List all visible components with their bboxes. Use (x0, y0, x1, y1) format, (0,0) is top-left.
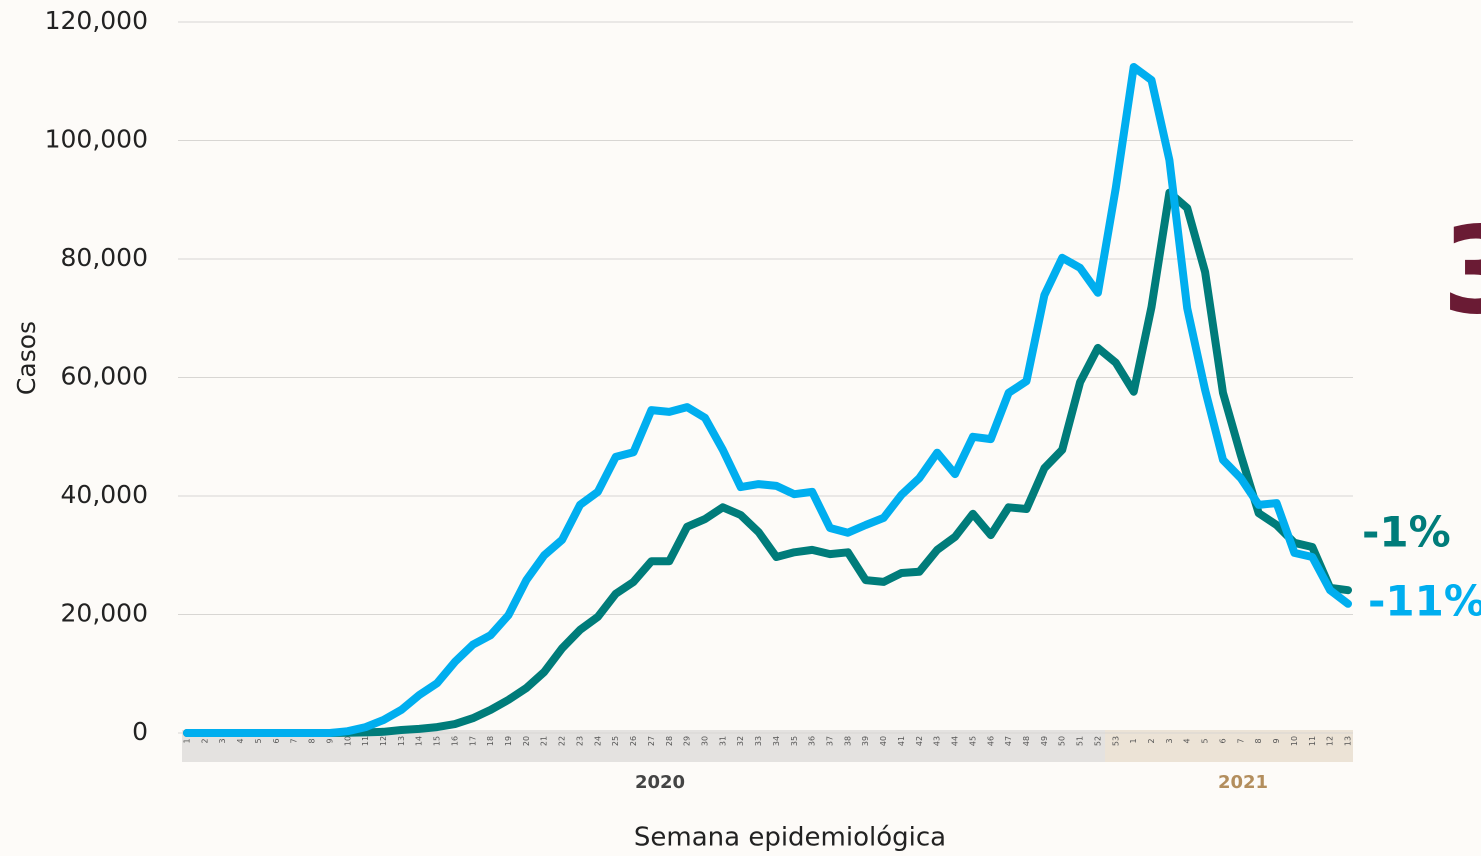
x-tick-label: 33 (754, 736, 763, 746)
y-tick-label: 100,000 (45, 125, 148, 154)
side-text: 3 (1442, 203, 1481, 342)
x-tick-label: 28 (665, 736, 674, 746)
x-tick-label: 45 (968, 736, 977, 746)
x-tick-label: 1 (183, 738, 192, 743)
x-tick-label: 32 (736, 736, 745, 746)
x-tick-label: 35 (790, 736, 799, 746)
x-tick-label: 43 (933, 736, 942, 746)
x-tick-label: 13 (397, 736, 406, 746)
x-tick-label: 44 (951, 736, 960, 746)
x-tick-label: 21 (540, 736, 549, 746)
x-tick-label: 42 (915, 736, 924, 746)
x-tick-label: 5 (1201, 738, 1210, 743)
x-tick-label: 11 (361, 736, 370, 746)
period-label: 2021 (1218, 772, 1268, 793)
x-tick-label: 6 (272, 738, 281, 743)
chart: Casos Semana epidemiológica 2020 2021 -1… (0, 0, 1481, 856)
x-tick-label: 15 (433, 736, 442, 746)
x-tick-label: 11 (1308, 736, 1317, 746)
x-tick-label: 5 (254, 738, 263, 743)
x-tick-label: 47 (1004, 736, 1013, 746)
x-tick-label: 8 (1254, 738, 1263, 743)
y-tick-label: 40,000 (61, 480, 148, 509)
x-axis-label: Semana epidemiológica (634, 823, 946, 853)
x-tick-label: 49 (1040, 736, 1049, 746)
x-tick-label: 6 (1218, 738, 1227, 743)
x-tick-label: 51 (1076, 736, 1085, 746)
x-tick-label: 9 (325, 738, 334, 743)
y-tick-label: 80,000 (61, 243, 148, 272)
period-label: 2020 (635, 772, 685, 793)
x-tick-label: 38 (843, 736, 852, 746)
x-tick-label: 13 (1344, 736, 1353, 746)
x-tick-label: 37 (826, 736, 835, 746)
x-tick-label: 7 (1236, 738, 1245, 743)
x-tick-label: 19 (504, 736, 513, 746)
x-tick-label: 4 (236, 738, 245, 743)
x-tick-label: 39 (861, 736, 870, 746)
x-tick-label: 20 (522, 736, 531, 746)
x-tick-label: 25 (611, 736, 620, 746)
change-label: -11% (1368, 577, 1481, 626)
x-tick-label: 2 (200, 738, 209, 743)
x-tick-label: 12 (1326, 736, 1335, 746)
change-label: -1% (1362, 508, 1451, 557)
x-tick-label: 27 (647, 736, 656, 746)
x-tick-label: 24 (593, 736, 602, 746)
x-tick-label: 12 (379, 736, 388, 746)
x-tick-label: 46 (986, 736, 995, 746)
x-tick-label: 34 (772, 736, 781, 746)
x-tick-label: 23 (575, 736, 584, 746)
x-tick-label: 31 (718, 736, 727, 746)
x-tick-label: 53 (1111, 736, 1120, 746)
x-tick-label: 7 (290, 738, 299, 743)
x-tick-label: 17 (468, 736, 477, 746)
x-tick-label: 41 (897, 736, 906, 746)
x-tick-label: 36 (808, 736, 817, 746)
x-tick-label: 22 (558, 736, 567, 746)
x-tick-label: 10 (343, 736, 352, 746)
y-tick-label: 20,000 (61, 599, 148, 628)
x-tick-label: 3 (218, 738, 227, 743)
x-tick-label: 9 (1272, 738, 1281, 743)
x-tick-label: 10 (1290, 736, 1299, 746)
x-tick-label: 52 (1093, 736, 1102, 746)
x-tick-label: 29 (683, 736, 692, 746)
x-tick-label: 1 (1129, 738, 1138, 743)
y-axis-label: Casos (12, 321, 41, 395)
x-tick-label: 16 (450, 736, 459, 746)
x-tick-label: 40 (879, 736, 888, 746)
x-tick-label: 14 (415, 736, 424, 746)
x-tick-label: 26 (629, 736, 638, 746)
y-tick-label: 0 (132, 717, 148, 746)
x-tick-label: 2 (1147, 738, 1156, 743)
y-tick-label: 60,000 (61, 362, 148, 391)
x-tick-label: 3 (1165, 738, 1174, 743)
x-tick-label: 18 (486, 736, 495, 746)
background (0, 0, 1481, 856)
x-tick-label: 4 (1183, 738, 1192, 743)
x-tick-label: 30 (700, 736, 709, 746)
x-tick-label: 50 (1058, 736, 1067, 746)
x-tick-label: 48 (1022, 736, 1031, 746)
x-tick-label: 8 (308, 738, 317, 743)
y-tick-label: 120,000 (45, 6, 148, 35)
